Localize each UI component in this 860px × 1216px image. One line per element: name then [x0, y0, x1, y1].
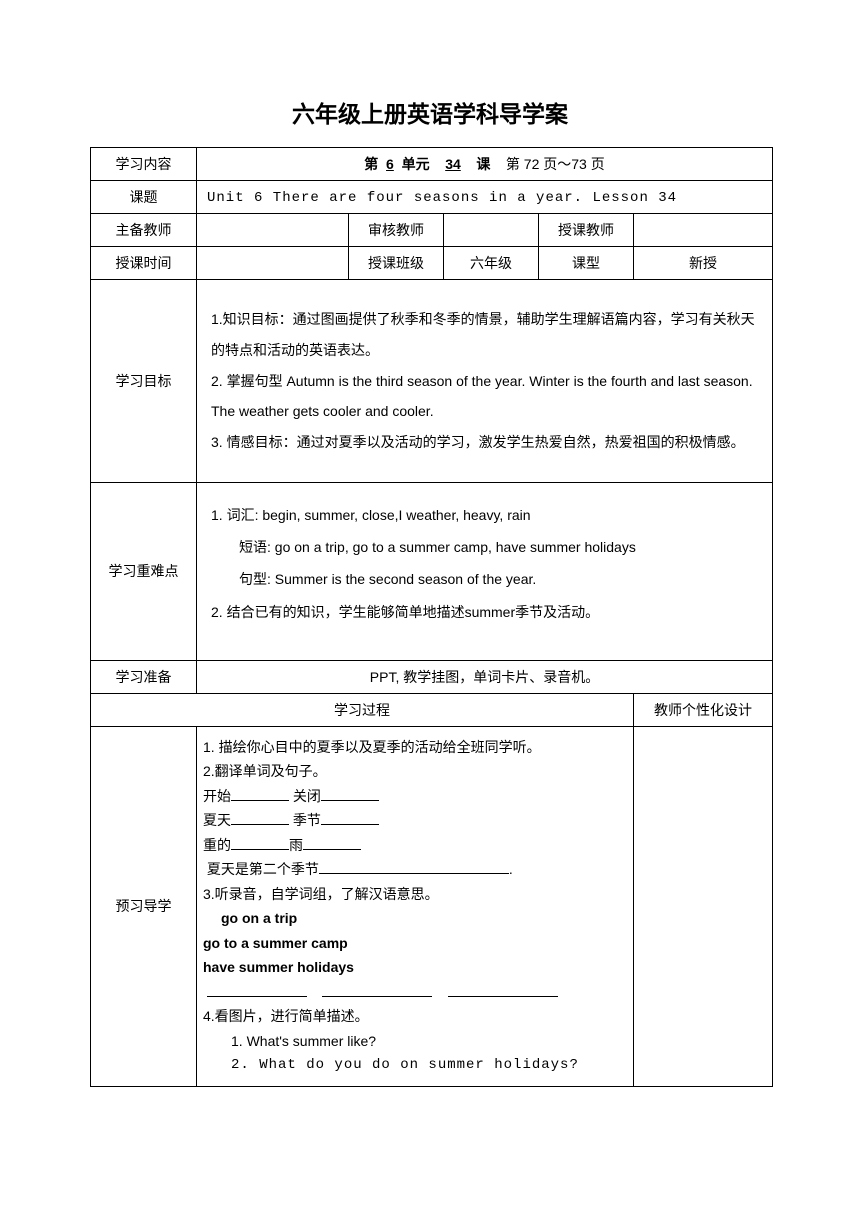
label-review-teacher: 审核教师 — [349, 214, 444, 247]
txt: 课 — [476, 156, 490, 172]
value-class-type: 新授 — [634, 247, 773, 280]
row-process-header: 学习过程 教师个性化设计 — [91, 693, 773, 726]
txt: 夏天 — [203, 812, 231, 828]
label-process: 学习过程 — [91, 693, 634, 726]
value-grade: 六年级 — [444, 247, 539, 280]
txt: 季节 — [293, 812, 321, 828]
label-prep: 学习准备 — [91, 660, 197, 693]
value-content: 第 6 单元 34 课 第 72 页～73 页 — [197, 148, 773, 181]
pv-line: 重的 雨 — [203, 833, 627, 858]
pv-blanks — [203, 980, 627, 1005]
row-topic: 课题 Unit 6 There are four seasons in a ye… — [91, 181, 773, 214]
value-teach-time — [197, 247, 349, 280]
goal-item: 1.知识目标：通过图画提供了秋季和冬季的情景，辅助学生理解语篇内容，学习有关秋天… — [211, 304, 758, 366]
txt: Unit 6 There are four seasons in a year.… — [207, 190, 677, 206]
value-prep: PPT, 教学挂图，单词卡片、录音机。 — [197, 660, 773, 693]
pv-phrase: go to a summer camp — [203, 931, 627, 956]
pv-line: 4.看图片，进行简单描述。 — [203, 1004, 627, 1029]
pv-phrase: go on a trip — [203, 906, 627, 931]
value-goals: 1.知识目标：通过图画提供了秋季和冬季的情景，辅助学生理解语篇内容，学习有关秋天… — [197, 280, 773, 483]
txt: 开始 — [203, 788, 231, 804]
value-review-teacher — [444, 214, 539, 247]
label-topic: 课题 — [91, 181, 197, 214]
row-content: 学习内容 第 6 单元 34 课 第 72 页～73 页 — [91, 148, 773, 181]
txt: 重的 — [203, 837, 231, 853]
label-teach-teacher: 授课教师 — [539, 214, 634, 247]
row-teachers: 主备教师 审核教师 授课教师 — [91, 214, 773, 247]
pv-line: 夏天是第二个季节. — [203, 857, 627, 882]
txt: 第 72 页～73 页 — [506, 156, 605, 172]
pv-line: 2.翻译单词及句子。 — [203, 759, 627, 784]
row-goals: 学习目标 1.知识目标：通过图画提供了秋季和冬季的情景，辅助学生理解语篇内容，学… — [91, 280, 773, 483]
lesson-plan-table: 学习内容 第 6 单元 34 课 第 72 页～73 页 课题 Unit 6 T… — [90, 147, 773, 1087]
label-main-teacher: 主备教师 — [91, 214, 197, 247]
pv-line: 3.听录音，自学词组，了解汉语意思。 — [203, 882, 627, 907]
row-preview: 预习导学 1. 描绘你心目中的夏季以及夏季的活动给全班同学听。 2.翻译单词及句… — [91, 726, 773, 1086]
txt: 第 — [364, 156, 378, 172]
kp-item: 句型: Summer is the second season of the y… — [211, 563, 758, 595]
txt: 关闭 — [293, 788, 321, 804]
value-preview: 1. 描绘你心目中的夏季以及夏季的活动给全班同学听。 2.翻译单词及句子。 开始… — [197, 726, 634, 1086]
page-title: 六年级上册英语学科导学案 — [90, 95, 770, 129]
kp-item: 1. 词汇: begin, summer, close,I weather, h… — [211, 499, 758, 531]
row-prep: 学习准备 PPT, 教学挂图，单词卡片、录音机。 — [91, 660, 773, 693]
pv-line: 开始 关闭 — [203, 784, 627, 809]
pv-phrase: have summer holidays — [203, 955, 627, 980]
row-time: 授课时间 授课班级 六年级 课型 新授 — [91, 247, 773, 280]
label-teach-class: 授课班级 — [349, 247, 444, 280]
value-teach-teacher — [634, 214, 773, 247]
value-keypoints: 1. 词汇: begin, summer, close,I weather, h… — [197, 482, 773, 660]
goal-item: 3. 情感目标：通过对夏季以及活动的学习，激发学生热爱自然，热爱祖国的积极情感。 — [211, 427, 758, 458]
pv-q: 1. What's summer like? — [203, 1029, 627, 1054]
value-main-teacher — [197, 214, 349, 247]
pv-line: 夏天 季节 — [203, 808, 627, 833]
txt: 雨 — [289, 837, 303, 853]
txt: 6 — [386, 156, 394, 172]
row-keypoints: 学习重难点 1. 词汇: begin, summer, close,I weat… — [91, 482, 773, 660]
kp-item: 2. 结合已有的知识，学生能够简单地描述summer季节及活动。 — [211, 596, 758, 628]
txt: 单元 — [402, 156, 430, 172]
txt: 夏天是第二个季节 — [207, 861, 319, 877]
pv-line: 1. 描绘你心目中的夏季以及夏季的活动给全班同学听。 — [203, 735, 627, 760]
goal-item: 2. 掌握句型 Autumn is the third season of th… — [211, 366, 758, 428]
label-teach-time: 授课时间 — [91, 247, 197, 280]
label-preview: 预习导学 — [91, 726, 197, 1086]
label-content: 学习内容 — [91, 148, 197, 181]
kp-item: 短语: go on a trip, go to a summer camp, h… — [211, 531, 758, 563]
label-keypoints: 学习重难点 — [91, 482, 197, 660]
pv-q: 2. What do you do on summer holidays? — [203, 1053, 627, 1078]
label-class-type: 课型 — [539, 247, 634, 280]
value-teacher-design — [634, 726, 773, 1086]
label-goals: 学习目标 — [91, 280, 197, 483]
txt: 34 — [445, 156, 461, 172]
label-teacher-design: 教师个性化设计 — [634, 693, 773, 726]
value-topic: Unit 6 There are four seasons in a year.… — [197, 181, 773, 214]
